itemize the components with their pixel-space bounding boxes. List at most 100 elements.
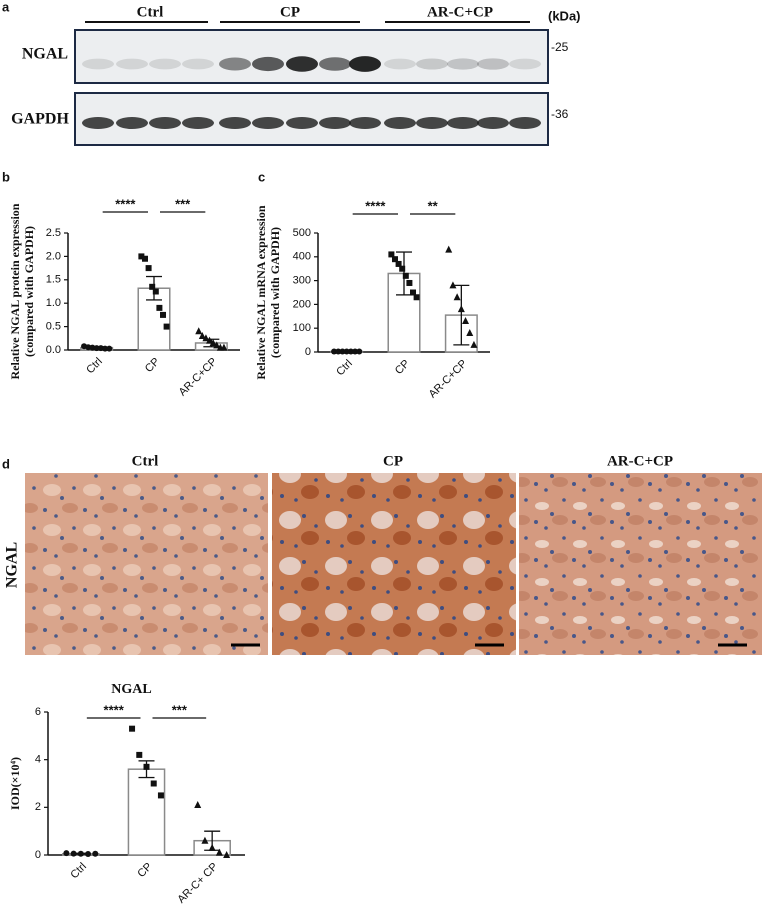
x-tick-label: CP [135, 861, 154, 880]
y-tick-label: 4 [35, 754, 41, 766]
data-point [215, 848, 223, 856]
panel-label: c [258, 169, 265, 184]
blot-band [182, 58, 214, 70]
group-label: AR-C+CP [427, 4, 493, 20]
y-axis-label: IOD(×10⁴) [8, 757, 22, 810]
data-point [63, 850, 70, 857]
blot-band [447, 58, 479, 70]
data-point [347, 348, 354, 355]
x-tick-label: AR-C+ CP [175, 861, 220, 906]
data-point [149, 283, 156, 290]
blot-frame [74, 29, 549, 84]
blot-band [116, 58, 148, 70]
data-point [410, 289, 417, 296]
y-tick-label: 500 [293, 227, 311, 239]
row-label: GAPDH [11, 111, 69, 128]
y-axis-label: Relative NGAL protein expression [8, 203, 22, 379]
chart-title: NGAL [111, 682, 151, 697]
data-point [156, 304, 163, 311]
y-tick-label: 0 [305, 346, 311, 358]
significance-label: *** [172, 702, 188, 717]
data-point [194, 800, 202, 808]
x-tick-label: CP [143, 356, 162, 375]
data-point [223, 851, 231, 858]
row-label: NGAL [4, 542, 21, 588]
blot-band [349, 56, 381, 72]
data-point [145, 265, 152, 272]
significance-label: ** [428, 198, 439, 213]
histology-image [519, 473, 762, 655]
blot-band [252, 56, 284, 72]
data-point [356, 348, 363, 355]
data-point [93, 345, 100, 352]
significance-label: *** [175, 196, 191, 211]
y-axis-label: (compared with GAPDH) [268, 227, 282, 358]
blot-band [416, 117, 448, 129]
blot-band [319, 117, 351, 129]
data-point [141, 255, 148, 262]
blot-band [149, 58, 181, 70]
blot-band [447, 117, 479, 129]
blot-band [286, 56, 318, 72]
column-label: Ctrl [132, 453, 159, 469]
size-marker: -36 [551, 107, 569, 121]
data-point [391, 256, 398, 263]
group-label: CP [280, 4, 300, 20]
data-point [150, 780, 157, 787]
panel-label: d [2, 456, 10, 471]
data-point [70, 850, 77, 857]
x-tick-label: Ctrl [84, 356, 105, 377]
blot-band [349, 117, 381, 129]
data-point [335, 348, 342, 355]
data-point [92, 850, 99, 857]
histology-image [272, 473, 516, 655]
blot-band [219, 57, 251, 71]
blot-band [116, 117, 148, 129]
blot-band [286, 117, 318, 129]
blot-bands [82, 56, 541, 129]
blot-band [219, 117, 251, 129]
data-point [157, 792, 164, 799]
y-tick-label: 0 [35, 849, 41, 861]
y-tick-label: 100 [293, 322, 311, 334]
data-point [213, 341, 221, 349]
column-label: AR-C+CP [607, 453, 673, 469]
y-tick-label: 2.0 [46, 250, 61, 262]
blot-band [416, 58, 448, 70]
data-point [343, 348, 350, 355]
data-point [449, 281, 457, 289]
data-point [198, 331, 206, 339]
data-point [209, 338, 217, 346]
y-tick-label: 0.0 [46, 344, 61, 356]
data-point [138, 253, 145, 260]
blot-band [509, 117, 541, 129]
data-point [399, 265, 406, 272]
y-tick-label: 2 [35, 801, 41, 813]
blot-band [319, 57, 351, 71]
data-point [208, 843, 216, 851]
blot-band [384, 58, 416, 70]
data-point [136, 751, 143, 758]
blot-band [149, 117, 181, 129]
y-tick-label: 200 [293, 298, 311, 310]
unit-label: (kDa) [548, 8, 581, 23]
blot-band [384, 117, 416, 129]
data-point [143, 763, 150, 770]
data-point [462, 317, 470, 325]
data-point [152, 288, 159, 295]
x-tick-label: AR-C+CP [427, 358, 470, 401]
blot-band [82, 58, 114, 70]
panel-label: a [2, 0, 10, 14]
significance-label: **** [365, 198, 386, 213]
data-point [220, 343, 228, 351]
data-point [202, 334, 210, 342]
data-point [102, 345, 109, 352]
y-tick-label: 6 [35, 706, 41, 718]
error-bar [453, 284, 470, 346]
x-tick-label: AR-C+CP [177, 356, 220, 399]
data-point [85, 851, 92, 858]
bar [127, 768, 166, 856]
blot-band [477, 58, 509, 70]
data-point [395, 260, 402, 267]
